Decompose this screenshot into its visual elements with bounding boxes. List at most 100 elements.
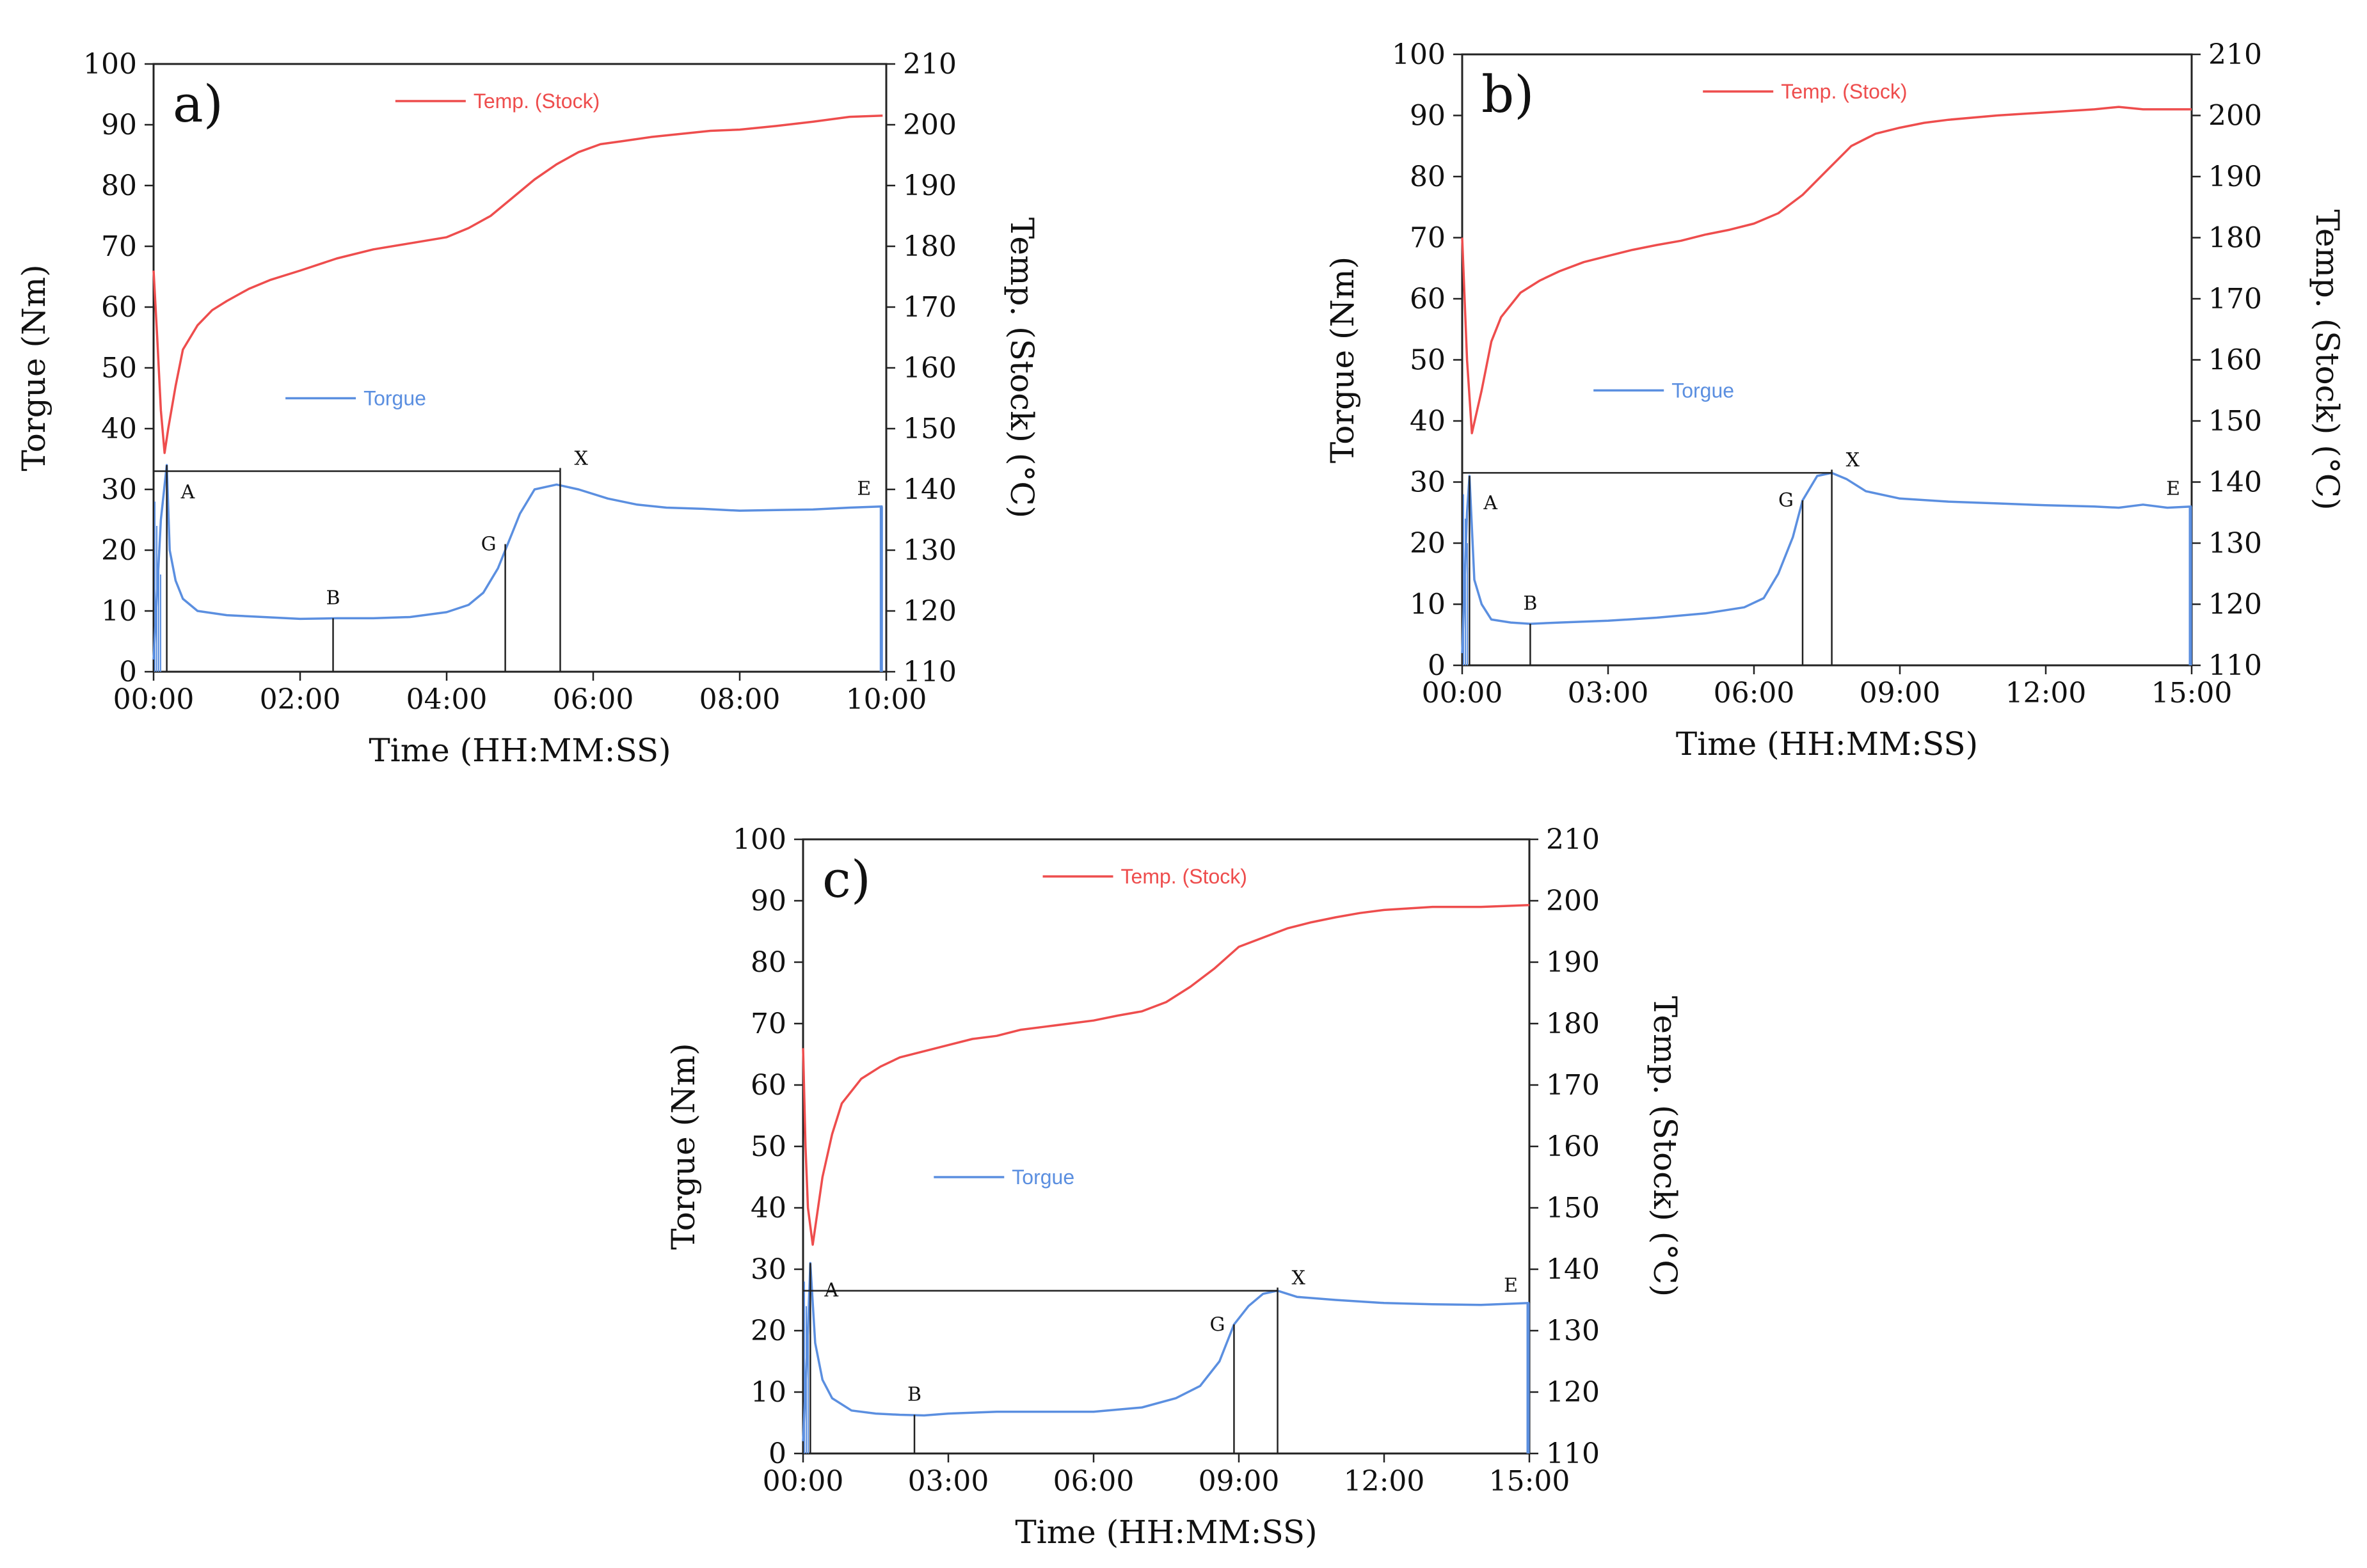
- annotation-e: E: [2166, 478, 2180, 500]
- y-tick-label: 80: [751, 946, 786, 979]
- y2-tick-label: 140: [1546, 1253, 1600, 1286]
- y2-tick-label: 140: [2208, 466, 2262, 499]
- x-tick-label: 02:00: [260, 683, 341, 716]
- y2-tick-label: 190: [903, 170, 957, 202]
- y-tick-label: 90: [751, 885, 786, 917]
- y-axis-label: Torgue (Nm): [15, 264, 52, 471]
- y-tick-label: 0: [769, 1437, 786, 1470]
- y2-tick-label: 210: [903, 48, 957, 81]
- y2-axis-label: Temp. (Stock) (°C): [2309, 209, 2346, 510]
- x-tick-label: 15:00: [2151, 677, 2233, 709]
- temp-series-line: [152, 115, 883, 454]
- y2-tick-label: 130: [903, 534, 957, 567]
- y2-tick-label: 110: [2208, 649, 2262, 682]
- x-tick-label: 03:00: [908, 1465, 989, 1498]
- x-tick-label: 03:00: [1568, 677, 1649, 709]
- y-tick-label: 70: [101, 230, 137, 263]
- y2-tick-label: 110: [903, 656, 957, 688]
- x-tick-label: 00:00: [113, 683, 195, 716]
- y2-tick-label: 160: [903, 352, 957, 384]
- y-tick-label: 90: [1410, 100, 1446, 132]
- y-tick-label: 20: [751, 1315, 786, 1347]
- chart-panel-2: 0 10 20 30 40 50 60 70 80 90 100 110 120 130 140 150 160…: [1324, 38, 2346, 763]
- annotation-g: G: [1209, 1313, 1225, 1336]
- y2-tick-label: 130: [2208, 527, 2262, 560]
- y-tick-label: 10: [101, 595, 137, 628]
- x-axis-label: Time (HH:MM:SS): [369, 732, 671, 769]
- plot-frame: [802, 838, 1531, 1455]
- y2-tick-label: 200: [903, 109, 957, 141]
- y-tick-label: 60: [751, 1069, 786, 1102]
- y2-tick-label: 210: [2208, 38, 2262, 71]
- annotation-x: X: [574, 448, 588, 470]
- y2-tick-label: 190: [1546, 946, 1600, 979]
- y2-tick-label: 180: [2208, 222, 2262, 255]
- y-tick-label: 90: [101, 109, 137, 141]
- x-tick-label: 06:00: [1714, 677, 1795, 709]
- y2-tick-label: 120: [2208, 589, 2262, 621]
- y-tick-label: 70: [751, 1008, 786, 1040]
- y2-tick-label: 160: [1546, 1130, 1600, 1163]
- legend-label-torque: Torgue: [1671, 379, 1734, 402]
- annotation-g: G: [1778, 489, 1794, 512]
- y-tick-label: 10: [751, 1376, 786, 1409]
- y-tick-label: 40: [101, 413, 137, 445]
- y-tick-label: 50: [1410, 344, 1446, 377]
- legend-label-torque: Torgue: [363, 387, 426, 410]
- annotation-b: B: [1523, 592, 1537, 615]
- y-tick-label: 60: [1410, 283, 1446, 315]
- y-tick-label: 20: [101, 534, 137, 567]
- y-tick-label: 30: [1410, 466, 1446, 499]
- y2-tick-label: 190: [2208, 161, 2262, 193]
- panel-letter: a): [173, 74, 223, 134]
- y2-tick-label: 120: [1546, 1376, 1600, 1409]
- y-tick-label: 80: [1410, 161, 1446, 193]
- x-tick-label: 00:00: [1422, 677, 1503, 709]
- legend-label-temp: Temp. (Stock): [1121, 865, 1247, 888]
- y2-tick-label: 140: [903, 473, 957, 506]
- y2-tick-label: 170: [903, 291, 957, 324]
- legend-label-temp: Temp. (Stock): [474, 90, 600, 113]
- y-axis-label: Torgue (Nm): [665, 1043, 702, 1249]
- x-axis-label: Time (HH:MM:SS): [1015, 1514, 1317, 1551]
- y-tick-label: 10: [1410, 589, 1446, 621]
- y2-tick-label: 150: [1546, 1192, 1600, 1224]
- y2-tick-label: 210: [1546, 823, 1600, 856]
- x-tick-label: 00:00: [763, 1465, 844, 1498]
- chart-panel-3: 0 10 20 30 40 50 60 70 80 90 100 110 120 130 140 150 160…: [665, 823, 1684, 1551]
- x-tick-label: 15:00: [1489, 1465, 1570, 1498]
- y-tick-label: 40: [1410, 405, 1446, 438]
- y2-tick-label: 170: [2208, 283, 2262, 315]
- y2-tick-label: 170: [1546, 1069, 1600, 1102]
- temp-series-line: [1461, 106, 2192, 434]
- annotation-x: X: [1846, 449, 1860, 471]
- annotation-x: X: [1292, 1267, 1306, 1290]
- plot-frame: [152, 63, 888, 673]
- y-tick-label: 50: [101, 352, 137, 384]
- x-tick-label: 09:00: [1199, 1465, 1280, 1498]
- x-tick-label: 08:00: [699, 683, 781, 716]
- y2-tick-label: 150: [903, 413, 957, 445]
- annotation-e: E: [1504, 1274, 1518, 1297]
- x-tick-label: 09:00: [1860, 677, 1941, 709]
- y-tick-label: 80: [101, 170, 137, 202]
- torque-series-line: [1461, 471, 2192, 653]
- annotation-a: A: [1483, 492, 1497, 514]
- annotation-a: A: [824, 1279, 838, 1301]
- annotation-e: E: [857, 478, 871, 500]
- legend-label-torque: Torgue: [1012, 1166, 1074, 1189]
- y-tick-label: 30: [751, 1253, 786, 1286]
- y2-tick-label: 150: [2208, 405, 2262, 438]
- annotation-b: B: [326, 587, 340, 609]
- y2-tick-label: 120: [903, 595, 957, 628]
- y2-axis-label: Temp. (Stock) (°C): [1003, 218, 1040, 518]
- x-axis-label: Time (HH:MM:SS): [1676, 725, 1978, 763]
- panel-letter: b): [1481, 65, 1534, 124]
- legend-label-temp: Temp. (Stock): [1781, 80, 1907, 103]
- panel-letter: c): [822, 850, 871, 909]
- y-tick-label: 0: [119, 656, 137, 688]
- x-tick-label: 12:00: [1344, 1465, 1425, 1498]
- chart-panel-1: 0 10 20 30 40 50 60 70 80 90 100 110 120 130 140 150 160…: [15, 48, 1040, 769]
- y2-axis-label: Temp. (Stock) (°C): [1646, 996, 1684, 1297]
